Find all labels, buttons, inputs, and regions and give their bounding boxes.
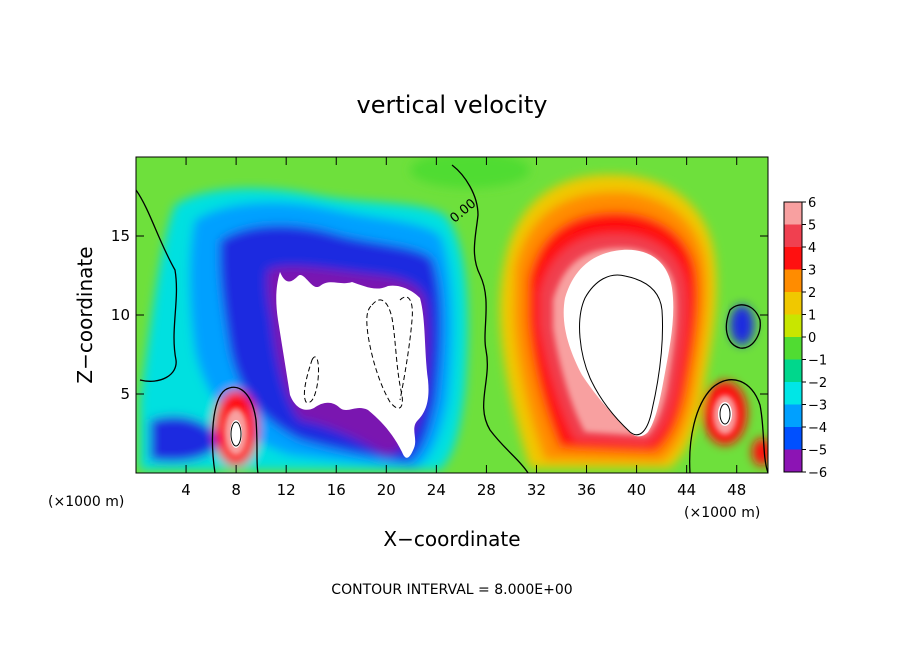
colorbar-label: 0 xyxy=(808,331,816,346)
colorbar-swatch-min xyxy=(784,449,802,472)
colorbar-swatch xyxy=(784,292,802,315)
colorbar-label: −4 xyxy=(808,421,827,436)
contour-interval-note: CONTOUR INTERVAL = 8.000E+00 xyxy=(331,582,572,598)
x-tick-label: 36 xyxy=(577,481,596,499)
downdraft-dashed-contour-a xyxy=(366,299,403,409)
x-unit-left: (×1000 m) xyxy=(48,494,124,510)
colorbar-label: 5 xyxy=(808,219,816,234)
downdraft-low-band xyxy=(150,416,220,462)
chart-title: vertical velocity xyxy=(357,91,548,119)
downdraft-dashed-contour-b xyxy=(399,296,413,401)
colorbar-swatch xyxy=(784,269,802,293)
colorbar-swatch xyxy=(784,359,802,383)
colorbar-swatch xyxy=(784,202,802,225)
x-tick-label: 28 xyxy=(477,481,496,499)
x-axis-ticks: 4 8 12 16 20 24 28 32 36 40 44 48 xyxy=(181,157,746,499)
updraft-16-contour xyxy=(579,274,664,436)
x-axis-label: X−coordinate xyxy=(383,527,520,551)
y-tick-label: 15 xyxy=(111,227,130,245)
x-tick-label: 12 xyxy=(277,481,296,499)
zero-contour-right-upper xyxy=(725,304,761,349)
zero-contour-top xyxy=(451,164,529,473)
colorbar-label: 4 xyxy=(808,241,816,256)
downdraft-dashed-contour-c xyxy=(303,356,319,404)
colorbar-label: −3 xyxy=(808,399,827,414)
colorbar-swatch xyxy=(784,224,802,248)
x-tick-label: 8 xyxy=(231,481,241,499)
updraft-cell-right-small xyxy=(730,305,754,345)
x-tick-label: 4 xyxy=(181,481,191,499)
colorbar-label: −2 xyxy=(808,376,827,391)
updraft-spot-bottom-right xyxy=(752,438,768,466)
y-tick-label: 5 xyxy=(120,385,130,403)
colorbar-label: 3 xyxy=(808,264,816,279)
colorbar-swatch xyxy=(784,427,802,450)
colorbar-label: −5 xyxy=(808,444,827,459)
x-tick-label: 16 xyxy=(327,481,346,499)
colorbar-swatch xyxy=(784,314,802,338)
zero-contour-left-upper xyxy=(136,189,178,382)
colorbar: 6 5 4 3 2 1 0 −1 −2 −3 −4 −5 −6 xyxy=(783,196,827,481)
right-cell-contour xyxy=(719,403,731,425)
x-tick-label: 24 xyxy=(427,481,446,499)
colorbar-label: 2 xyxy=(808,286,816,301)
contour-lines xyxy=(136,164,768,473)
x-tick-label: 44 xyxy=(677,481,696,499)
x-tick-label: 20 xyxy=(377,481,396,499)
y-tick-label: 10 xyxy=(111,306,130,324)
downdraft-core xyxy=(276,272,429,458)
colorbar-label: 6 xyxy=(808,196,816,211)
updraft-core xyxy=(563,249,674,437)
x-unit-right: (×1000 m) xyxy=(684,505,760,521)
colorbar-swatch xyxy=(784,337,802,360)
colorbar-swatch xyxy=(784,404,802,428)
colorbar-swatch xyxy=(784,247,802,270)
y-axis-ticks: 5 10 15 xyxy=(111,227,768,403)
colorbar-swatch xyxy=(784,382,802,405)
colorbar-label: −6 xyxy=(808,466,827,481)
y-axis-label: Z−coordinate xyxy=(73,246,97,383)
colorbar-label: 1 xyxy=(808,309,816,324)
updraft-cell-left-core xyxy=(230,420,242,448)
x-tick-label: 40 xyxy=(627,481,646,499)
zero-contour-left-lower xyxy=(211,386,259,473)
colorbar-label: −1 xyxy=(808,354,827,369)
velocity-field: 0.00 xyxy=(136,157,768,473)
x-tick-label: 32 xyxy=(527,481,546,499)
zero-contour-right-lower xyxy=(689,379,768,473)
left-cell-contour xyxy=(230,421,242,447)
x-tick-label: 48 xyxy=(727,481,746,499)
green-patch-top-right xyxy=(410,157,530,188)
